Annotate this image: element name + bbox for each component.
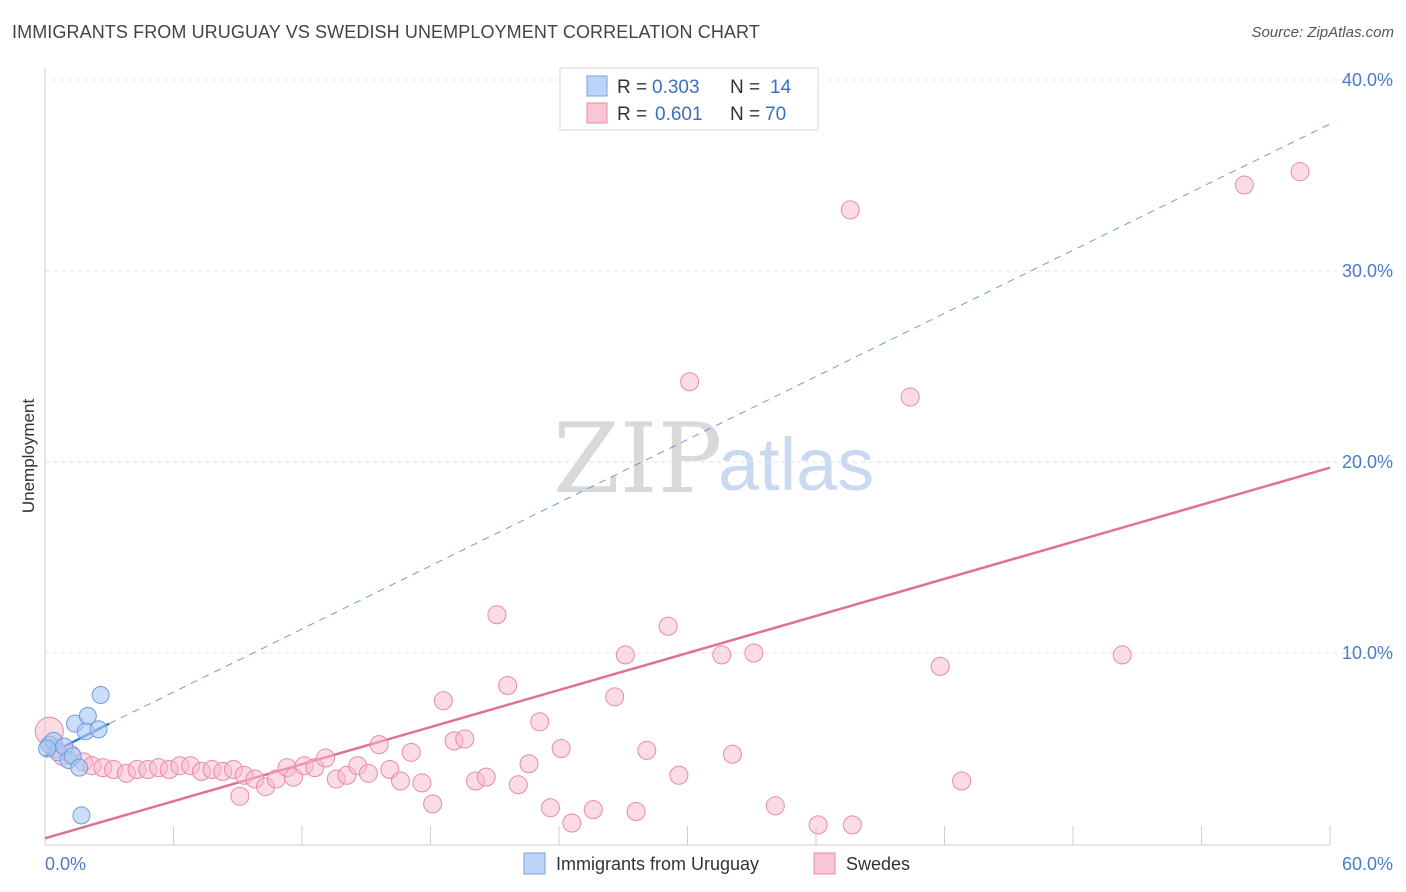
watermark-atlas: atlas [718, 423, 874, 506]
point-swedes [583, 800, 603, 820]
stats-legend: R = 0.303 N = 14 R = 0.601 N = 70 [559, 67, 819, 131]
point-swedes [1112, 645, 1132, 665]
bottom-legend-label-uruguay: Immigrants from Uruguay [556, 854, 759, 874]
point-swedes [605, 687, 625, 707]
y-tick-label-20: 20.0% [1342, 452, 1393, 472]
point-swedes [626, 802, 646, 822]
point-swedes [551, 739, 571, 758]
bottom-legend-label-swedes: Swedes [846, 854, 910, 874]
point-swedes [952, 771, 972, 791]
point-swedes [615, 645, 635, 665]
y-axis-label: Unemployment [19, 399, 38, 514]
legend-n-value-uruguay: 14 [770, 77, 792, 98]
point-uruguay [89, 720, 108, 739]
point-swedes [230, 786, 250, 806]
point-swedes [508, 775, 528, 795]
legend-r-label-swedes: R = [617, 104, 647, 125]
point-swedes [540, 798, 560, 818]
point-swedes [433, 691, 453, 711]
point-uruguay [70, 758, 89, 777]
source-label: Source: ZipAtlas.com [1251, 24, 1394, 41]
y-tick-label-10: 10.0% [1342, 643, 1393, 663]
trend-line-uruguay-dashed [109, 123, 1331, 725]
bottom-legend-swatch-swedes [813, 852, 836, 875]
watermark: ZIP atlas [553, 403, 874, 515]
x-tick-label-min: 0.0% [45, 854, 86, 874]
legend-r-label-uruguay: R = [617, 77, 647, 98]
point-swedes [476, 767, 496, 787]
legend-swatch-uruguay [586, 75, 608, 97]
point-swedes [487, 605, 507, 625]
point-swedes [637, 740, 657, 760]
point-swedes [423, 794, 443, 814]
point-swedes [669, 765, 689, 785]
point-uruguay [38, 739, 57, 758]
point-swedes [765, 796, 785, 816]
point-swedes [658, 616, 678, 636]
point-swedes [530, 712, 550, 732]
point-uruguay [91, 686, 110, 705]
point-swedes [808, 815, 828, 835]
point-swedes [722, 744, 742, 764]
point-swedes [358, 763, 378, 783]
point-swedes [401, 742, 421, 762]
point-swedes [316, 748, 336, 768]
legend-r-value-uruguay: 0.303 [652, 77, 700, 98]
point-swedes [930, 656, 950, 676]
point-swedes [498, 675, 518, 695]
point-swedes [840, 200, 860, 220]
point-swedes [680, 372, 700, 392]
point-swedes [455, 729, 475, 749]
legend-n-label-uruguay: N = [730, 77, 760, 98]
legend-n-value-swedes: 70 [765, 104, 786, 125]
y-tick-label-40: 40.0% [1342, 70, 1393, 90]
y-tick-label-30: 30.0% [1342, 261, 1393, 281]
point-uruguay [72, 806, 91, 825]
point-swedes [900, 387, 920, 407]
legend-n-label-swedes: N = [730, 104, 760, 125]
point-swedes [1234, 175, 1254, 195]
point-swedes [842, 815, 862, 835]
bottom-legend-swatch-uruguay [523, 852, 546, 875]
grid-lines [45, 79, 1393, 654]
data-points [34, 162, 1310, 835]
watermark-zip: ZIP [553, 403, 722, 515]
series-legend: Immigrants from Uruguay Swedes [523, 852, 910, 875]
chart-title: IMMIGRANTS FROM URUGUAY VS SWEDISH UNEMP… [12, 22, 760, 42]
point-swedes [1290, 162, 1310, 182]
x-tick-label-max: 60.0% [1342, 854, 1393, 874]
y-tick-labels: 10.0% 20.0% 30.0% 40.0% [1342, 70, 1393, 663]
point-swedes [391, 771, 411, 791]
point-uruguay [78, 707, 97, 726]
legend-r-value-swedes: 0.601 [655, 104, 703, 125]
x-axis-ticks [44, 826, 1331, 845]
point-swedes [712, 645, 732, 665]
point-swedes [369, 735, 389, 755]
point-swedes [744, 643, 764, 663]
point-swedes [562, 813, 582, 833]
legend-swatch-swedes [586, 102, 608, 124]
point-swedes [412, 773, 432, 793]
point-swedes [519, 754, 539, 774]
